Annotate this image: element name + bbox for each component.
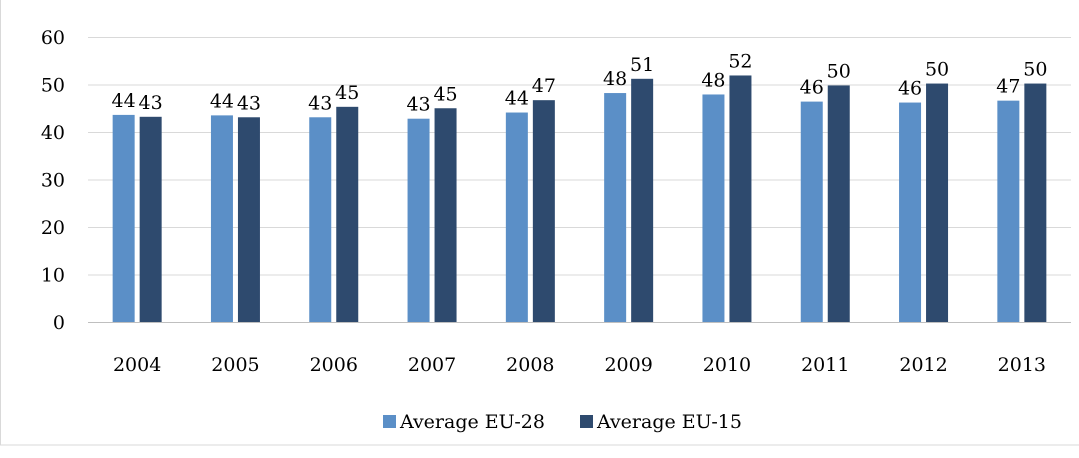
data-label: 48 — [701, 69, 725, 91]
bar-eu28-2008 — [505, 112, 528, 323]
gridlines — [88, 37, 1071, 323]
legend-label: Average EU-28 — [399, 411, 545, 433]
y-axis-tick-labels: 0 10 20 30 40 50 60 — [41, 27, 65, 334]
data-label: 47 — [996, 76, 1020, 98]
data-label: 45 — [433, 83, 457, 105]
x-tick-label: 2007 — [408, 354, 456, 376]
data-label: 50 — [925, 59, 949, 81]
bar-eu15-2013 — [1024, 83, 1047, 322]
data-label: 48 — [603, 68, 627, 90]
data-label: 46 — [898, 78, 922, 100]
bar-eu28-2004 — [112, 114, 135, 323]
bar-eu15-2005 — [237, 117, 260, 323]
data-label: 43 — [308, 92, 332, 114]
x-tick-label: 2008 — [506, 354, 554, 376]
data-label: 43 — [237, 92, 261, 114]
y-tick-label: 40 — [41, 122, 65, 144]
bar-eu15-2010 — [729, 75, 752, 322]
data-label: 50 — [827, 60, 851, 82]
y-tick-label: 60 — [41, 27, 65, 49]
bar-eu15-2007 — [434, 108, 457, 322]
bar-eu28-2006 — [309, 117, 332, 323]
x-tick-label: 2010 — [703, 354, 751, 376]
data-label: 44 — [210, 90, 234, 112]
y-tick-label: 0 — [53, 312, 65, 334]
legend-label: Average EU-15 — [596, 411, 742, 433]
bar-eu15-2008 — [532, 100, 555, 322]
bar-eu15-2006 — [336, 106, 359, 322]
x-tick-label: 2012 — [899, 354, 947, 376]
bar-eu28-2011 — [800, 101, 823, 322]
data-label: 44 — [505, 88, 529, 110]
x-tick-label: 2013 — [998, 354, 1046, 376]
bar-eu28-2013 — [997, 100, 1020, 323]
y-tick-label: 20 — [41, 217, 65, 239]
data-label: 52 — [728, 50, 752, 72]
bar-eu28-2010 — [702, 94, 725, 322]
y-tick-label: 30 — [41, 170, 65, 192]
bar-eu15-2004 — [139, 116, 162, 322]
data-label: 51 — [630, 54, 654, 76]
x-tick-label: 2009 — [604, 354, 652, 376]
bar-series — [112, 75, 1047, 323]
x-tick-label: 2006 — [310, 354, 358, 376]
y-tick-label: 10 — [41, 265, 65, 287]
data-label: 47 — [532, 75, 556, 97]
data-label: 44 — [112, 90, 136, 112]
x-tick-label: 2004 — [113, 354, 161, 376]
x-tick-label: 2005 — [211, 354, 259, 376]
x-tick-label: 2011 — [801, 354, 849, 376]
data-label: 43 — [139, 92, 163, 114]
data-label: 45 — [335, 82, 359, 104]
bar-eu28-2005 — [210, 115, 233, 322]
x-axis-tick-labels: 2004 2005 2006 2007 2008 2009 2010 2011 2012 2013 — [113, 354, 1046, 376]
bar-eu28-2009 — [604, 93, 627, 322]
bar-eu15-2011 — [827, 85, 850, 322]
bar-eu28-2007 — [407, 118, 430, 322]
data-label: 46 — [800, 77, 824, 99]
y-tick-label: 50 — [41, 75, 65, 97]
bar-eu15-2012 — [926, 83, 949, 322]
bar-eu28-2012 — [899, 102, 922, 322]
data-label: 43 — [406, 94, 430, 116]
data-label: 50 — [1023, 59, 1047, 81]
legend: Average EU-28 Average EU-15 — [383, 411, 742, 433]
bar-eu15-2009 — [631, 78, 654, 322]
legend-swatch — [580, 415, 593, 428]
legend-swatch — [383, 415, 396, 428]
